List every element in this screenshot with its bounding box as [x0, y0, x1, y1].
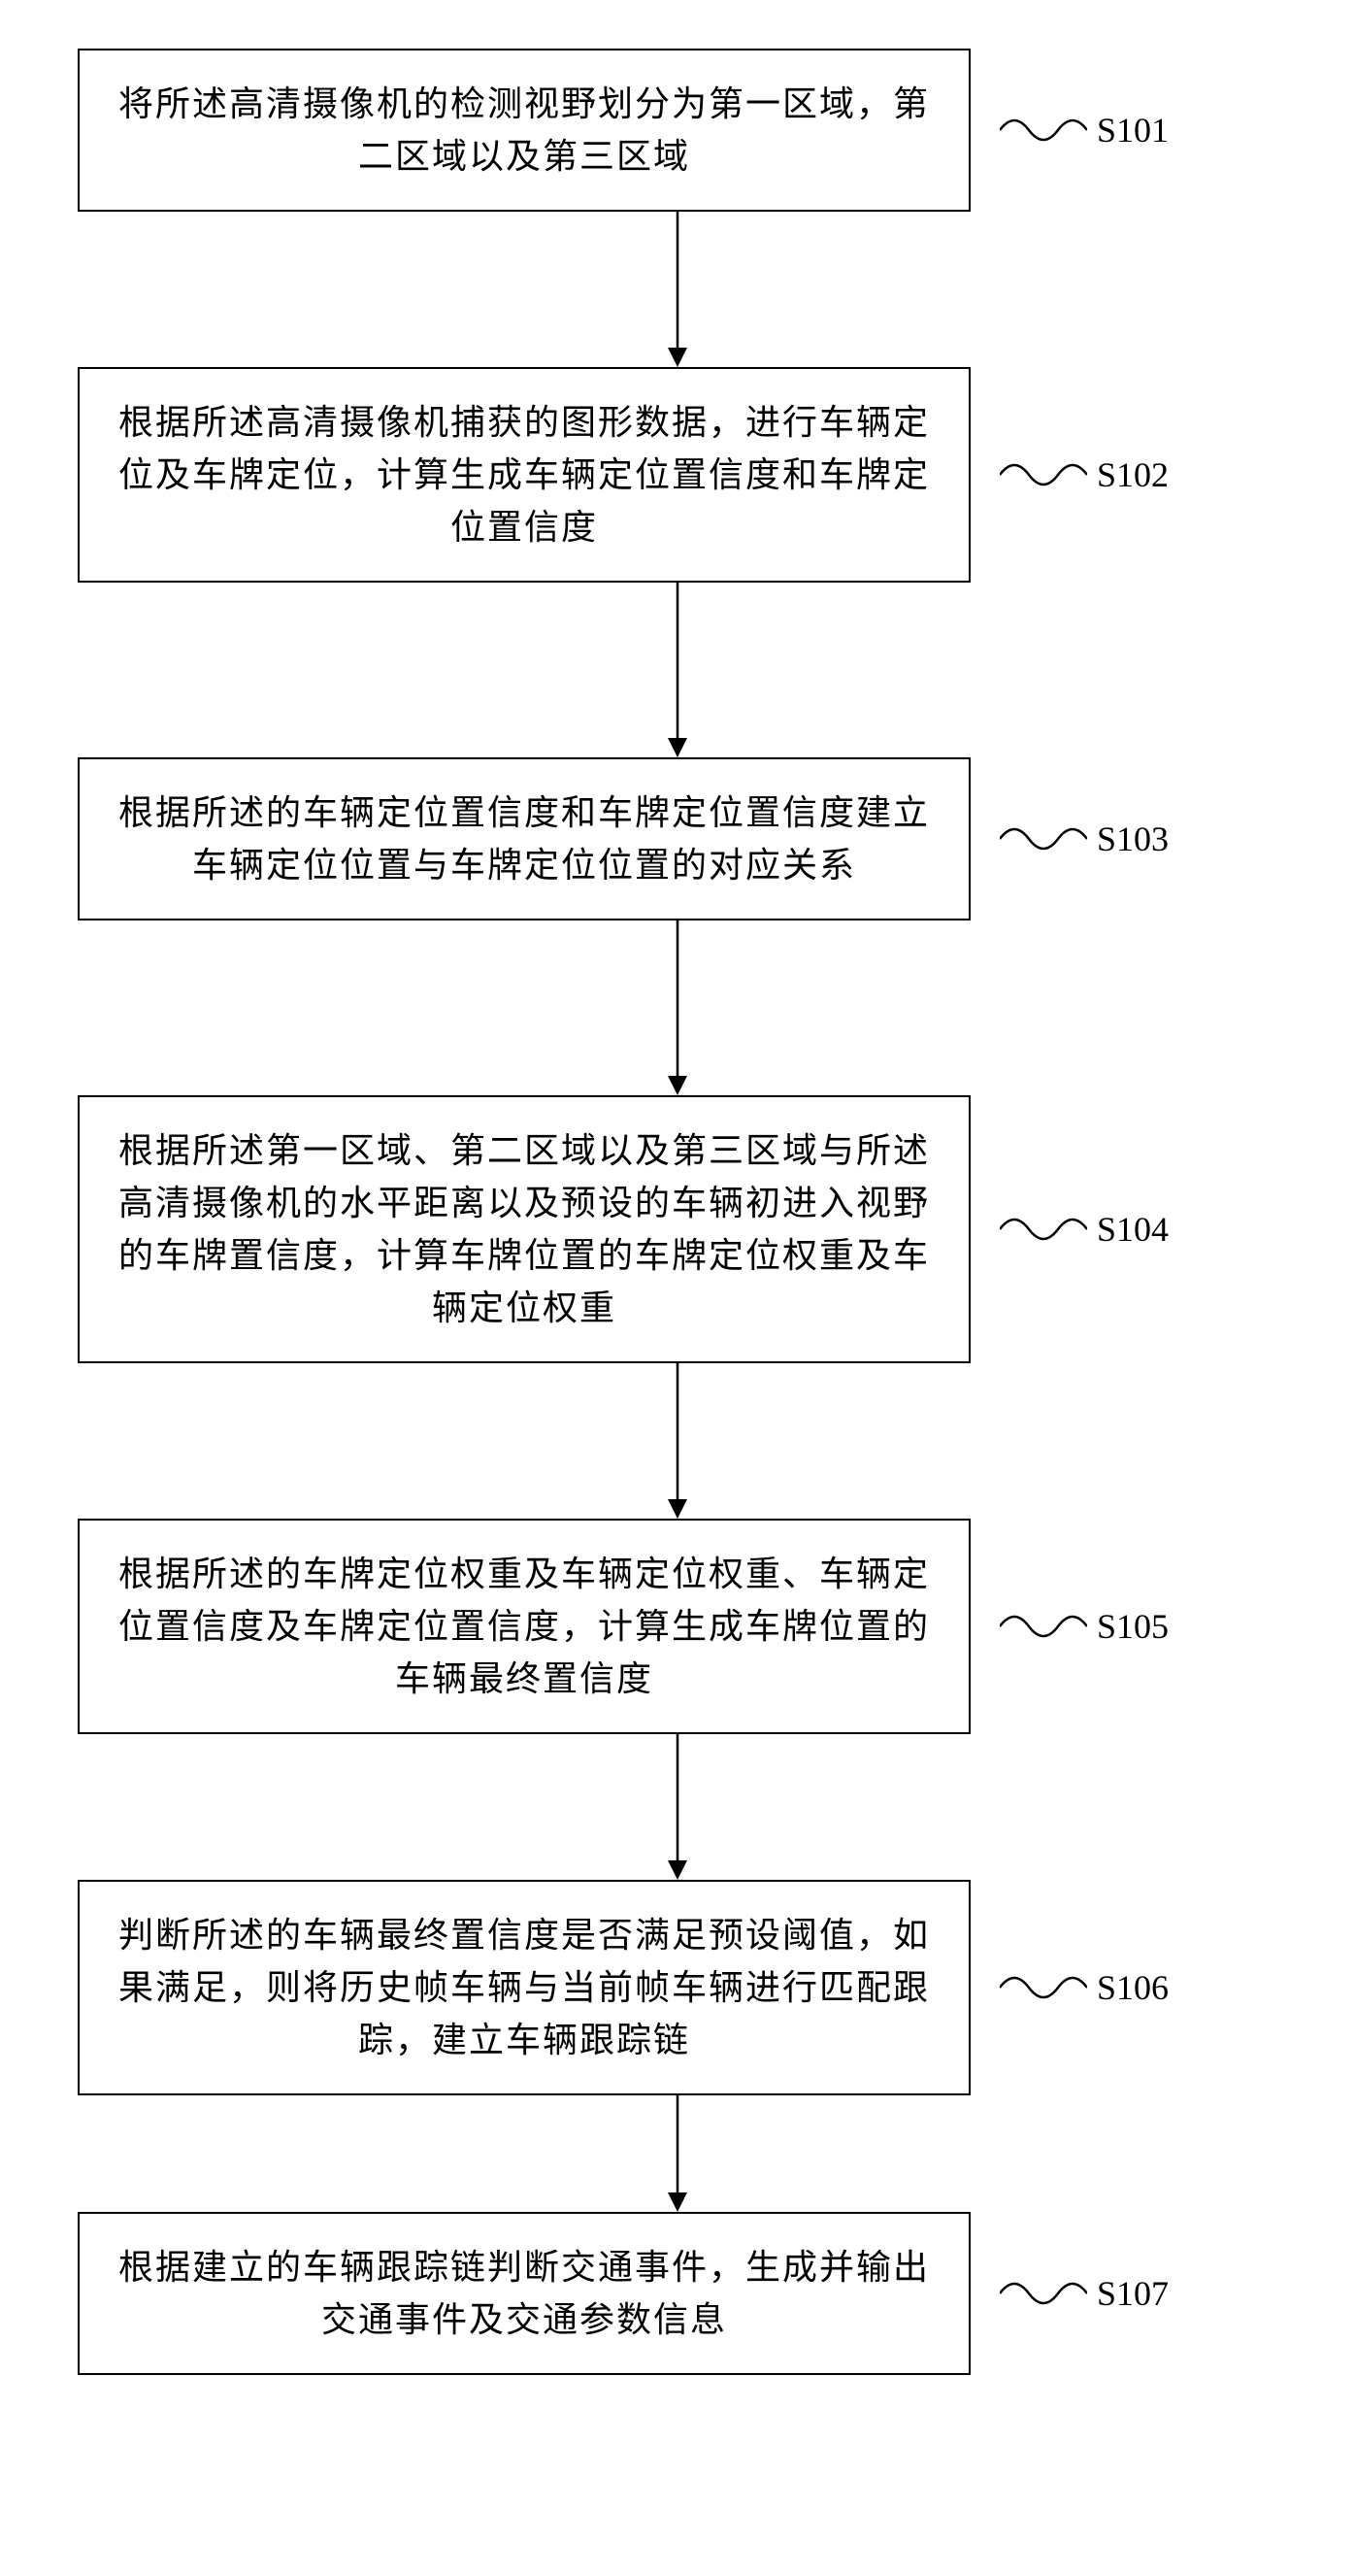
step-label-wrap: S101 [1000, 101, 1169, 159]
step-id-label: S101 [1097, 110, 1169, 151]
step-id-label: S105 [1097, 1606, 1169, 1647]
step-text: 判断所述的车辆最终置信度是否满足预设阈值，如果满足，则将历史帧车辆与当前帧车辆进… [118, 1916, 930, 2059]
squiggle-connector-icon [1000, 810, 1087, 868]
step-row: 根据建立的车辆跟踪链判断交通事件，生成并输出交通事件及交通参数信息 S107 [78, 2212, 1277, 2375]
step-text: 根据所述的车牌定位权重及车辆定位权重、车辆定位置信度及车牌定位置信度，计算生成车… [118, 1555, 930, 1698]
arrow-down-icon [658, 212, 697, 367]
step-row: 判断所述的车辆最终置信度是否满足预设阈值，如果满足，则将历史帧车辆与当前帧车辆进… [78, 1880, 1277, 2095]
step-row: 根据所述第一区域、第二区域以及第三区域与所述高清摄像机的水平距离以及预设的车辆初… [78, 1095, 1277, 1363]
flowchart-container: 将所述高清摄像机的检测视野划分为第一区域，第二区域以及第三区域 S101 根据所… [78, 49, 1277, 2375]
step-id-label: S103 [1097, 819, 1169, 859]
squiggle-connector-icon [1000, 1958, 1087, 2017]
step-id-label: S104 [1097, 1209, 1169, 1250]
squiggle-connector-icon [1000, 101, 1087, 159]
arrow-down-icon [658, 1363, 697, 1519]
step-text: 根据所述第一区域、第二区域以及第三区域与所述高清摄像机的水平距离以及预设的车辆初… [118, 1131, 930, 1327]
step-label-wrap: S102 [1000, 446, 1169, 504]
step-box-s104: 根据所述第一区域、第二区域以及第三区域与所述高清摄像机的水平距离以及预设的车辆初… [78, 1095, 971, 1363]
arrow-wrap [231, 1363, 1124, 1519]
squiggle-connector-icon [1000, 1200, 1087, 1258]
arrow-wrap [231, 2095, 1124, 2212]
squiggle-connector-icon [1000, 446, 1087, 504]
arrow-wrap [231, 1734, 1124, 1880]
step-text: 根据所述高清摄像机捕获的图形数据，进行车辆定位及车牌定位，计算生成车辆定位置信度… [118, 403, 930, 547]
step-box-s105: 根据所述的车牌定位权重及车辆定位权重、车辆定位置信度及车牌定位置信度，计算生成车… [78, 1519, 971, 1734]
arrow-wrap [231, 212, 1124, 367]
step-row: 将所述高清摄像机的检测视野划分为第一区域，第二区域以及第三区域 S101 [78, 49, 1277, 212]
step-text: 根据所述的车辆定位置信度和车牌定位置信度建立车辆定位位置与车牌定位位置的对应关系 [118, 793, 930, 885]
arrow-down-icon [658, 583, 697, 757]
step-row: 根据所述的车辆定位置信度和车牌定位置信度建立车辆定位位置与车牌定位位置的对应关系… [78, 757, 1277, 920]
step-row: 根据所述的车牌定位权重及车辆定位权重、车辆定位置信度及车牌定位置信度，计算生成车… [78, 1519, 1277, 1734]
squiggle-connector-icon [1000, 2264, 1087, 2323]
step-label-wrap: S106 [1000, 1958, 1169, 2017]
step-label-wrap: S105 [1000, 1597, 1169, 1656]
arrow-down-icon [658, 1734, 697, 1880]
arrow-wrap [231, 920, 1124, 1095]
arrow-down-icon [658, 2095, 697, 2212]
step-text: 根据建立的车辆跟踪链判断交通事件，生成并输出交通事件及交通参数信息 [118, 2248, 930, 2339]
step-row: 根据所述高清摄像机捕获的图形数据，进行车辆定位及车牌定位，计算生成车辆定位置信度… [78, 367, 1277, 583]
step-box-s106: 判断所述的车辆最终置信度是否满足预设阈值，如果满足，则将历史帧车辆与当前帧车辆进… [78, 1880, 971, 2095]
step-box-s101: 将所述高清摄像机的检测视野划分为第一区域，第二区域以及第三区域 [78, 49, 971, 212]
step-label-wrap: S107 [1000, 2264, 1169, 2323]
step-box-s103: 根据所述的车辆定位置信度和车牌定位置信度建立车辆定位位置与车牌定位位置的对应关系 [78, 757, 971, 920]
step-label-wrap: S103 [1000, 810, 1169, 868]
step-id-label: S106 [1097, 1967, 1169, 2008]
step-box-s107: 根据建立的车辆跟踪链判断交通事件，生成并输出交通事件及交通参数信息 [78, 2212, 971, 2375]
arrow-down-icon [658, 920, 697, 1095]
step-label-wrap: S104 [1000, 1200, 1169, 1258]
step-id-label: S102 [1097, 454, 1169, 495]
step-box-s102: 根据所述高清摄像机捕获的图形数据，进行车辆定位及车牌定位，计算生成车辆定位置信度… [78, 367, 971, 583]
arrow-wrap [231, 583, 1124, 757]
squiggle-connector-icon [1000, 1597, 1087, 1656]
step-id-label: S107 [1097, 2273, 1169, 2314]
step-text: 将所述高清摄像机的检测视野划分为第一区域，第二区域以及第三区域 [118, 84, 930, 176]
